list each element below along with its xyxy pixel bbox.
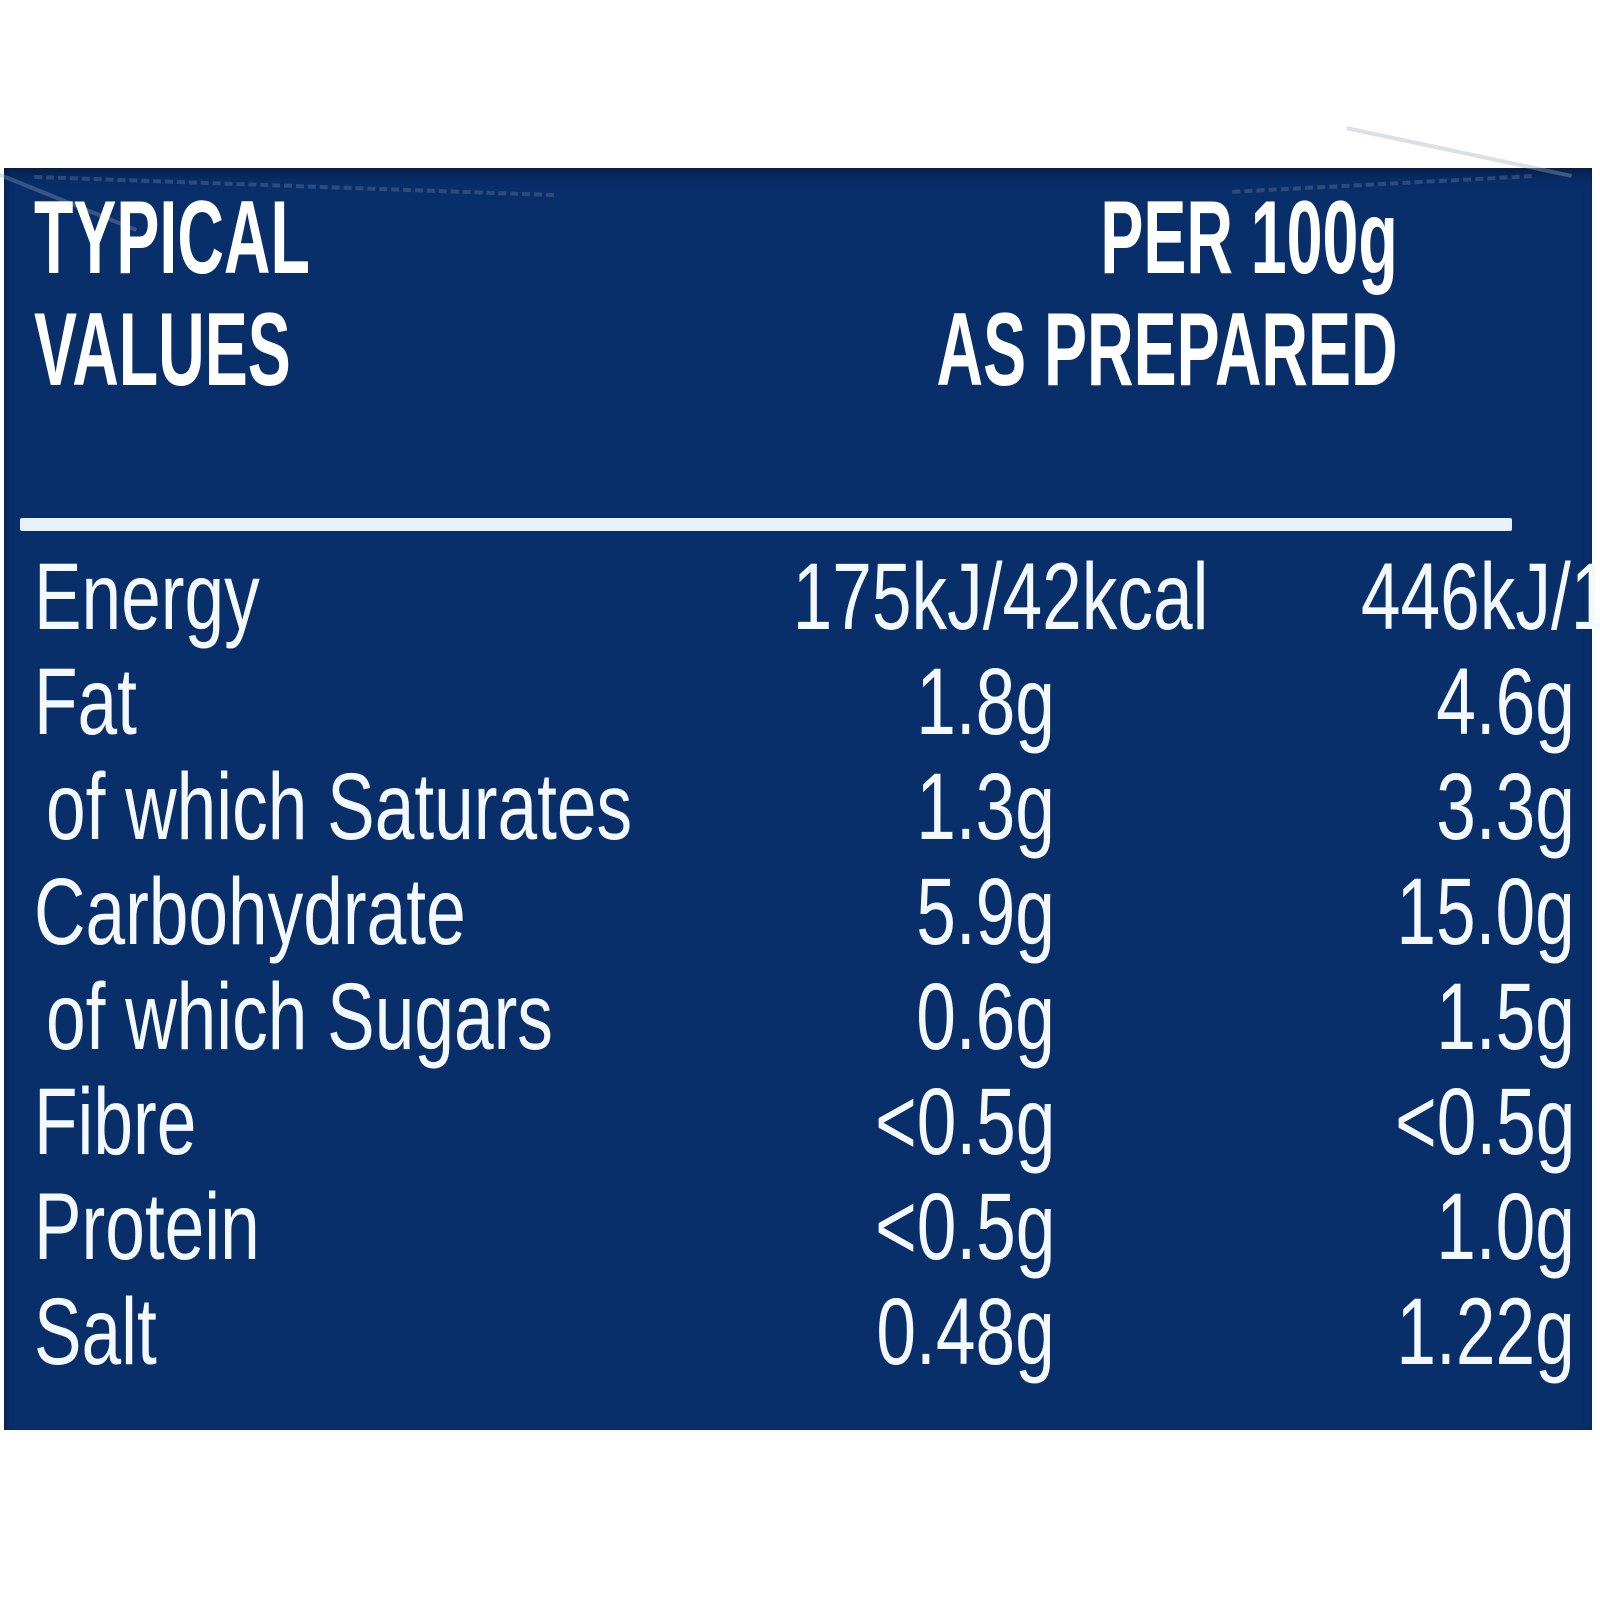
row-value-per-portion: 3.3g xyxy=(1436,754,1575,860)
table-row-fibre: Fibre <0.5g <0.5g xyxy=(4,1070,1592,1175)
header-per-portion: PER PORTION (255g) AS PREPARED xyxy=(1398,182,1600,518)
header-typical-values-line2: VALUES xyxy=(34,292,291,408)
table-row-energy: Energy 175kJ/42kcal 446kJ/107kcal xyxy=(4,544,1600,650)
row-value-per-portion: 4.6g xyxy=(1436,649,1575,755)
row-label: Protein xyxy=(34,1174,260,1280)
row-value-per-100g: 0.6g xyxy=(916,964,1055,1070)
row-label: Salt xyxy=(34,1279,157,1385)
header-separator-rule xyxy=(20,518,1512,531)
row-value-per-portion: 446kJ/107kcal xyxy=(1360,544,1600,650)
header-per-100g-line1: PER 100g xyxy=(1100,180,1398,296)
row-value-per-portion: 1.22g xyxy=(1396,1279,1575,1385)
row-value-per-100g: 1.8g xyxy=(916,649,1055,755)
header-per-100g: PER 100g AS PREPARED xyxy=(654,182,1398,518)
row-value-per-portion: 1.5g xyxy=(1436,964,1575,1070)
table-row-fat: Fat 1.8g 4.6g xyxy=(4,650,1592,755)
table-row-carbohydrate: Carbohydrate 5.9g 15.0g xyxy=(4,860,1592,965)
header-per-100g-line2: AS PREPARED xyxy=(936,292,1398,408)
row-label: Energy xyxy=(34,544,260,650)
row-label: of which Sugars xyxy=(46,964,553,1070)
row-value-per-100g: <0.5g xyxy=(874,1174,1055,1280)
row-value-per-portion: 1.0g xyxy=(1436,1174,1575,1280)
header-typical-values: TYPICAL VALUES xyxy=(34,182,654,518)
table-header: TYPICAL VALUES PER 100g AS PREPARED PER … xyxy=(4,168,1592,518)
row-label: of which Saturates xyxy=(46,754,633,860)
row-value-per-100g: 175kJ/42kcal xyxy=(792,544,1209,650)
table-row-saturates: of which Saturates 1.3g 3.3g xyxy=(4,755,1592,860)
row-value-per-100g: 5.9g xyxy=(916,859,1055,965)
table-row-sugars: of which Sugars 0.6g 1.5g xyxy=(4,965,1592,1070)
row-value-per-portion: <0.5g xyxy=(1394,1069,1575,1175)
row-value-per-portion: 15.0g xyxy=(1396,859,1575,965)
row-value-per-100g: <0.5g xyxy=(874,1069,1055,1175)
row-label: Carbohydrate xyxy=(34,859,466,965)
table-row-salt: Salt 0.48g 1.22g xyxy=(4,1280,1592,1385)
nutrition-panel: TYPICAL VALUES PER 100g AS PREPARED PER … xyxy=(0,126,1600,1430)
row-value-per-100g: 1.3g xyxy=(916,754,1055,860)
header-typical-values-line1: TYPICAL xyxy=(34,180,310,296)
row-label: Fat xyxy=(34,649,137,755)
row-value-per-100g: 0.48g xyxy=(876,1279,1055,1385)
row-label: Fibre xyxy=(34,1069,197,1175)
table-row-protein: Protein <0.5g 1.0g xyxy=(4,1175,1592,1280)
nutrition-rows: Energy 175kJ/42kcal 446kJ/107kcal Fat 1.… xyxy=(4,544,1600,1385)
